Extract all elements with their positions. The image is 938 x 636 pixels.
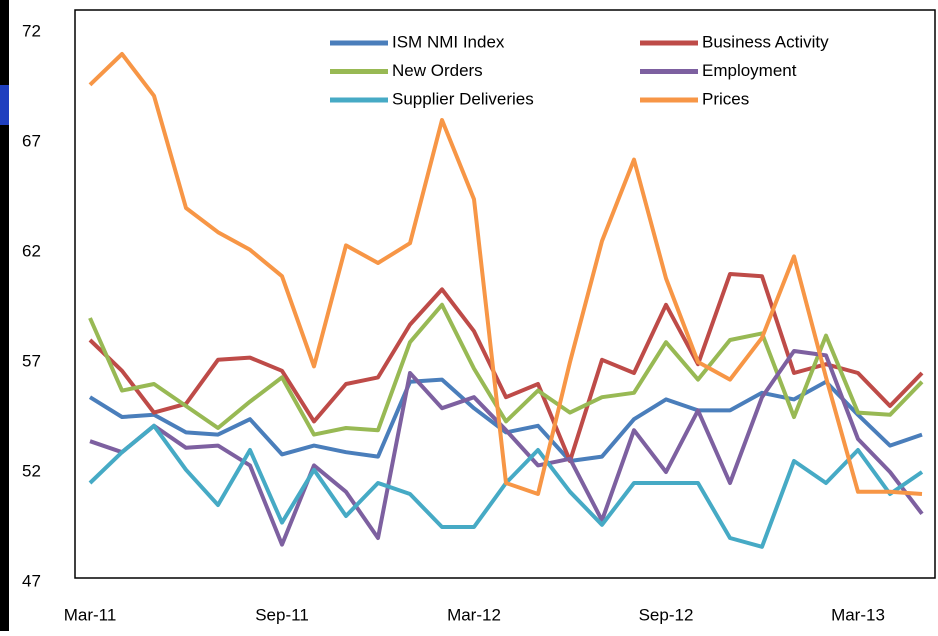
series-line bbox=[88, 52, 923, 496]
series-line bbox=[88, 272, 924, 463]
x-tick-label: Mar-12 bbox=[447, 605, 501, 624]
plot-border bbox=[74, 9, 936, 579]
series-line bbox=[89, 349, 924, 547]
series-line bbox=[88, 302, 924, 437]
y-tick-label: 67 bbox=[22, 131, 41, 150]
y-tick-label: 62 bbox=[22, 241, 41, 260]
left-edge bbox=[0, 0, 9, 631]
y-tick-label: 57 bbox=[22, 351, 41, 370]
legend-label: Prices bbox=[702, 89, 749, 108]
left-edge-accent bbox=[0, 85, 9, 125]
legend-label: New Orders bbox=[392, 61, 483, 80]
y-tick-label: 47 bbox=[22, 571, 41, 590]
x-tick-label: Mar-11 bbox=[64, 605, 117, 624]
x-tick-label: Sep-11 bbox=[255, 605, 309, 624]
x-tick-label: Mar-13 bbox=[831, 605, 885, 624]
y-tick-label: 72 bbox=[22, 21, 41, 40]
legend-label: Supplier Deliveries bbox=[392, 89, 534, 108]
legend-label: ISM NMI Index bbox=[392, 32, 505, 51]
y-tick-label: 52 bbox=[22, 461, 41, 480]
legend-label: Business Activity bbox=[702, 32, 829, 51]
legend-label: Employment bbox=[702, 61, 797, 80]
x-tick-label: Sep-12 bbox=[639, 605, 694, 624]
